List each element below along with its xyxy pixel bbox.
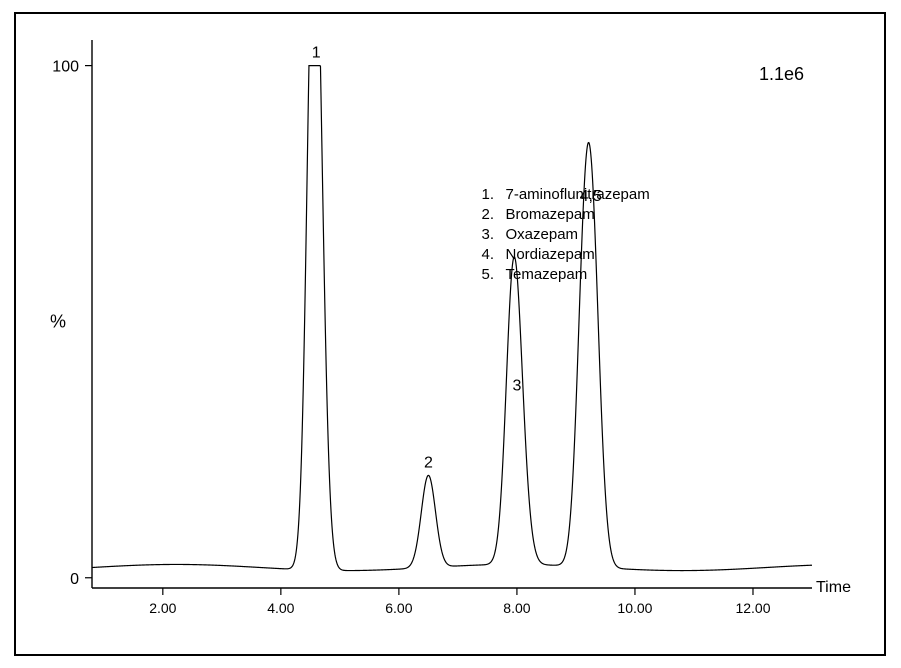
x-axis-label: Time: [816, 579, 851, 596]
chromatogram-chart: 0 100% 2.00 4.00 6.00 8.00 10.00 12.00 Time 1.1e6…: [34, 30, 864, 642]
legend-name: 7-aminoflunitrazepam: [506, 186, 650, 203]
peak-label: 1: [312, 45, 321, 62]
legend-num: 2.: [482, 206, 495, 223]
chromatogram-svg: 0 100% 2.00 4.00 6.00 8.00 10.00 12.00 Time 1.1e6…: [34, 30, 864, 642]
legend-name: Nordiazepam: [506, 246, 595, 263]
peak-label: 2: [424, 454, 433, 471]
legend-name: Oxazepam: [506, 226, 579, 243]
x-tick-label: 8.00: [503, 600, 530, 616]
peak-label: 3: [512, 378, 521, 395]
x-tick-label: 4.00: [267, 600, 294, 616]
scale-text: 1.1e6: [759, 64, 804, 84]
legend-num: 5.: [482, 266, 495, 283]
x-tick-label: 10.00: [617, 600, 652, 616]
y-tick-label: 100: [52, 59, 79, 76]
y-axis-label: %: [50, 312, 66, 332]
legend-num: 4.: [482, 246, 495, 263]
x-tick-label: 6.00: [385, 600, 412, 616]
legend-num: 3.: [482, 226, 495, 243]
legend-name: Bromazepam: [506, 206, 595, 223]
chromatogram-trace: [92, 66, 812, 571]
legend-name: Temazepam: [506, 266, 588, 283]
x-tick-label: 2.00: [149, 600, 176, 616]
legend-num: 1.: [482, 186, 495, 203]
x-tick-label: 12.00: [735, 600, 770, 616]
y-tick-label: 0: [70, 571, 79, 588]
